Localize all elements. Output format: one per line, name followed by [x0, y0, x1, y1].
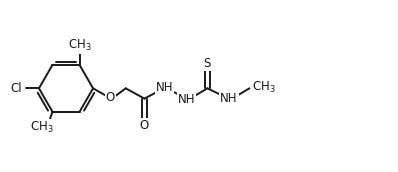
Text: CH$_3$: CH$_3$ — [252, 80, 275, 95]
Text: NH: NH — [178, 94, 195, 106]
Text: O: O — [106, 91, 115, 104]
Text: CH$_3$: CH$_3$ — [68, 38, 92, 53]
Text: CH$_3$: CH$_3$ — [30, 120, 54, 135]
Text: NH: NH — [220, 92, 238, 105]
Text: S: S — [204, 57, 211, 70]
Text: O: O — [140, 119, 149, 132]
Text: Cl: Cl — [10, 82, 22, 95]
Text: NH: NH — [156, 81, 173, 94]
